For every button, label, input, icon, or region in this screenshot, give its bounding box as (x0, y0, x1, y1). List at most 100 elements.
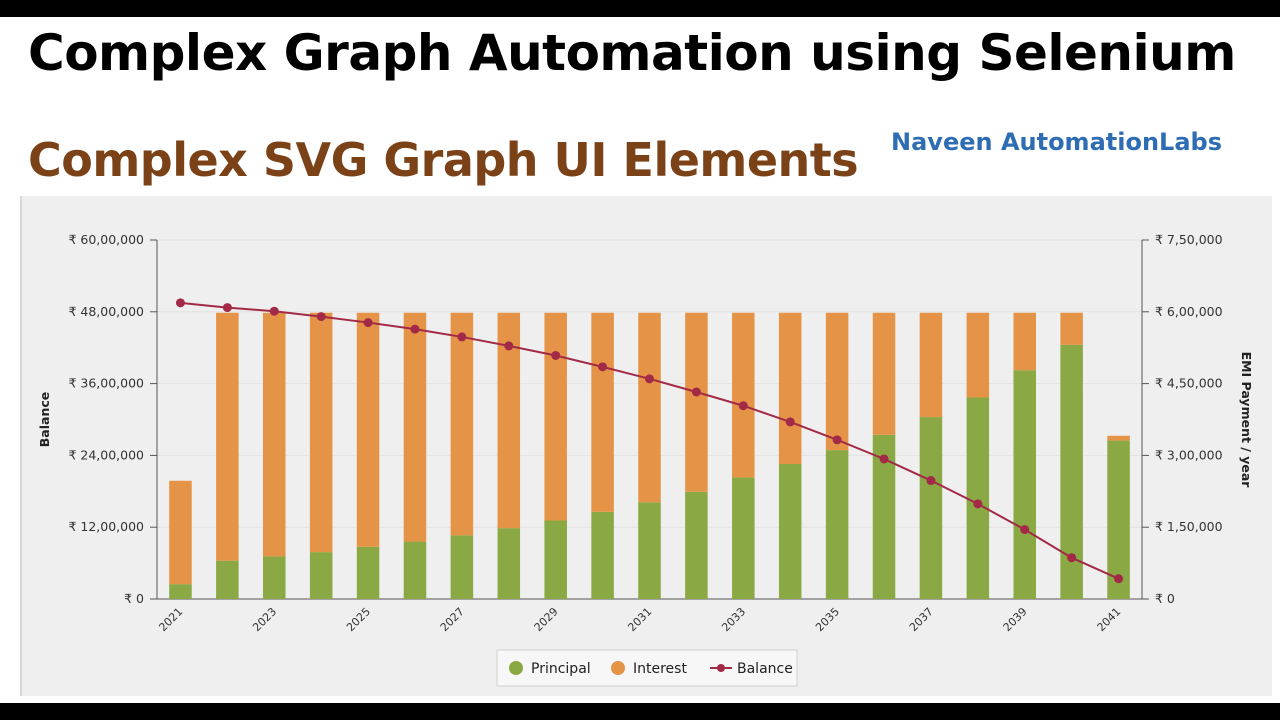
interest-bar[interactable] (778, 312, 802, 465)
y-tick-label-left: ₹ 36,00,000 (68, 376, 144, 391)
balance-point[interactable] (598, 362, 608, 372)
interest-bar[interactable] (919, 312, 943, 418)
balance-point[interactable] (738, 401, 748, 411)
principal-bar[interactable] (309, 552, 333, 599)
principal-bar[interactable] (497, 528, 521, 599)
interest-bar[interactable] (966, 312, 990, 398)
interest-bar[interactable] (591, 312, 614, 512)
balance-point[interactable] (457, 332, 467, 342)
balance-point[interactable] (363, 318, 373, 328)
x-tick-label: 2035 (813, 605, 842, 634)
interest-bar[interactable] (497, 312, 521, 529)
interest-bar[interactable] (872, 312, 896, 435)
balance-point[interactable] (410, 324, 420, 334)
interest-bar[interactable] (356, 312, 380, 547)
y-tick-label-left: ₹ 12,00,000 (68, 519, 144, 534)
x-tick-label: 2033 (719, 605, 748, 634)
balance-point[interactable] (832, 435, 842, 445)
balance-point[interactable] (785, 417, 795, 427)
principal-bar[interactable] (732, 477, 755, 599)
legend-box (496, 649, 798, 687)
principal-bar[interactable] (169, 584, 192, 599)
balance-point[interactable] (1020, 525, 1030, 535)
principal-bar[interactable] (450, 535, 474, 599)
y-tick-label-right: ₹ 0 (1155, 591, 1175, 606)
interest-bar[interactable] (638, 312, 661, 503)
interest-bar[interactable] (544, 312, 567, 521)
y-axis-title-left: Balance (37, 392, 52, 447)
y-tick-label-right: ₹ 6,00,000 (1155, 304, 1223, 319)
legend-balance-swatch (717, 664, 725, 672)
bottom-black-band (0, 703, 1280, 720)
interest-bar[interactable] (450, 312, 474, 536)
legend-principal-swatch (509, 661, 523, 675)
x-tick-label: 2023 (250, 605, 279, 634)
y-tick-label-right: ₹ 1,50,000 (1155, 519, 1223, 534)
interest-bar[interactable] (263, 312, 286, 557)
principal-bar[interactable] (872, 434, 896, 599)
principal-bar[interactable] (544, 520, 567, 599)
top-black-band (0, 0, 1280, 17)
x-tick-label: 2031 (625, 605, 654, 634)
balance-point[interactable] (316, 312, 326, 322)
y-tick-label-right: ₹ 7,50,000 (1155, 232, 1223, 247)
y-tick-label-left: ₹ 0 (124, 591, 144, 606)
loan-chart: ₹ 0 ₹ 0 ₹ 12,00,000 ₹ 1,50,000 ₹ 24,00,000 ₹ … (37, 232, 1254, 687)
interest-bar[interactable] (732, 312, 755, 478)
principal-bar[interactable] (966, 397, 990, 599)
balance-point[interactable] (691, 387, 701, 397)
balance-point[interactable] (175, 298, 185, 308)
balance-point[interactable] (879, 454, 889, 464)
x-tick-label: 2039 (1001, 605, 1030, 634)
principal-bar[interactable] (1060, 344, 1083, 599)
balance-point[interactable] (1067, 553, 1077, 563)
balance-point[interactable] (645, 374, 654, 384)
interest-bar[interactable] (403, 312, 427, 542)
x-tick-label: 2037 (907, 605, 936, 634)
principal-bar[interactable] (638, 502, 661, 599)
interest-bar[interactable] (216, 312, 239, 561)
balance-point[interactable] (1114, 574, 1124, 584)
principal-bar[interactable] (216, 560, 239, 599)
legend-balance-label[interactable]: Balance (737, 661, 793, 677)
principal-bar[interactable] (1013, 370, 1036, 599)
principal-bar[interactable] (356, 546, 380, 599)
balance-point[interactable] (551, 350, 561, 360)
y-tick-label-right: ₹ 4,50,000 (1155, 376, 1223, 391)
legend-interest-label[interactable]: Interest (633, 661, 687, 677)
interest-bar[interactable] (1107, 435, 1130, 441)
page-title: Complex Graph Automation using Selenium (28, 24, 1236, 82)
legend-principal-label[interactable]: Principal (531, 661, 591, 677)
balance-point[interactable] (926, 476, 936, 486)
page-subtitle: Complex SVG Graph UI Elements (28, 133, 859, 187)
y-axis-title-right: EMI Payment / year (1239, 352, 1254, 489)
x-tick-label: 2025 (344, 605, 373, 634)
balance-point[interactable] (973, 499, 983, 509)
interest-bar[interactable] (685, 312, 708, 492)
principal-bar[interactable] (263, 556, 286, 599)
principal-bar[interactable] (1107, 440, 1130, 599)
interest-bar[interactable] (1060, 312, 1083, 345)
y-tick-label-left: ₹ 60,00,000 (68, 232, 144, 247)
interest-bar[interactable] (309, 312, 333, 553)
legend-interest-swatch (611, 661, 625, 675)
x-tick-label: 2021 (156, 605, 185, 634)
balance-point[interactable] (504, 341, 514, 351)
principal-bar[interactable] (778, 464, 802, 599)
interest-bar[interactable] (825, 312, 849, 451)
brand-label: Naveen AutomationLabs (891, 128, 1222, 156)
principal-bar[interactable] (591, 511, 614, 599)
principal-bar[interactable] (403, 541, 427, 599)
y-tick-label-left: ₹ 24,00,000 (68, 447, 144, 462)
y-tick-label-right: ₹ 3,00,000 (1155, 447, 1223, 462)
interest-bar[interactable] (1013, 312, 1036, 371)
balance-point[interactable] (269, 306, 279, 316)
principal-bar[interactable] (919, 417, 943, 599)
x-tick-label: 2027 (438, 605, 467, 634)
chart-panel: ₹ 0 ₹ 0 ₹ 12,00,000 ₹ 1,50,000 ₹ 24,00,000 ₹ … (20, 196, 1272, 696)
principal-bar[interactable] (825, 450, 849, 599)
principal-bar[interactable] (685, 491, 708, 599)
balance-point[interactable] (222, 303, 232, 313)
y-tick-label-left: ₹ 48,00,000 (68, 304, 144, 319)
interest-bar[interactable] (169, 480, 192, 585)
